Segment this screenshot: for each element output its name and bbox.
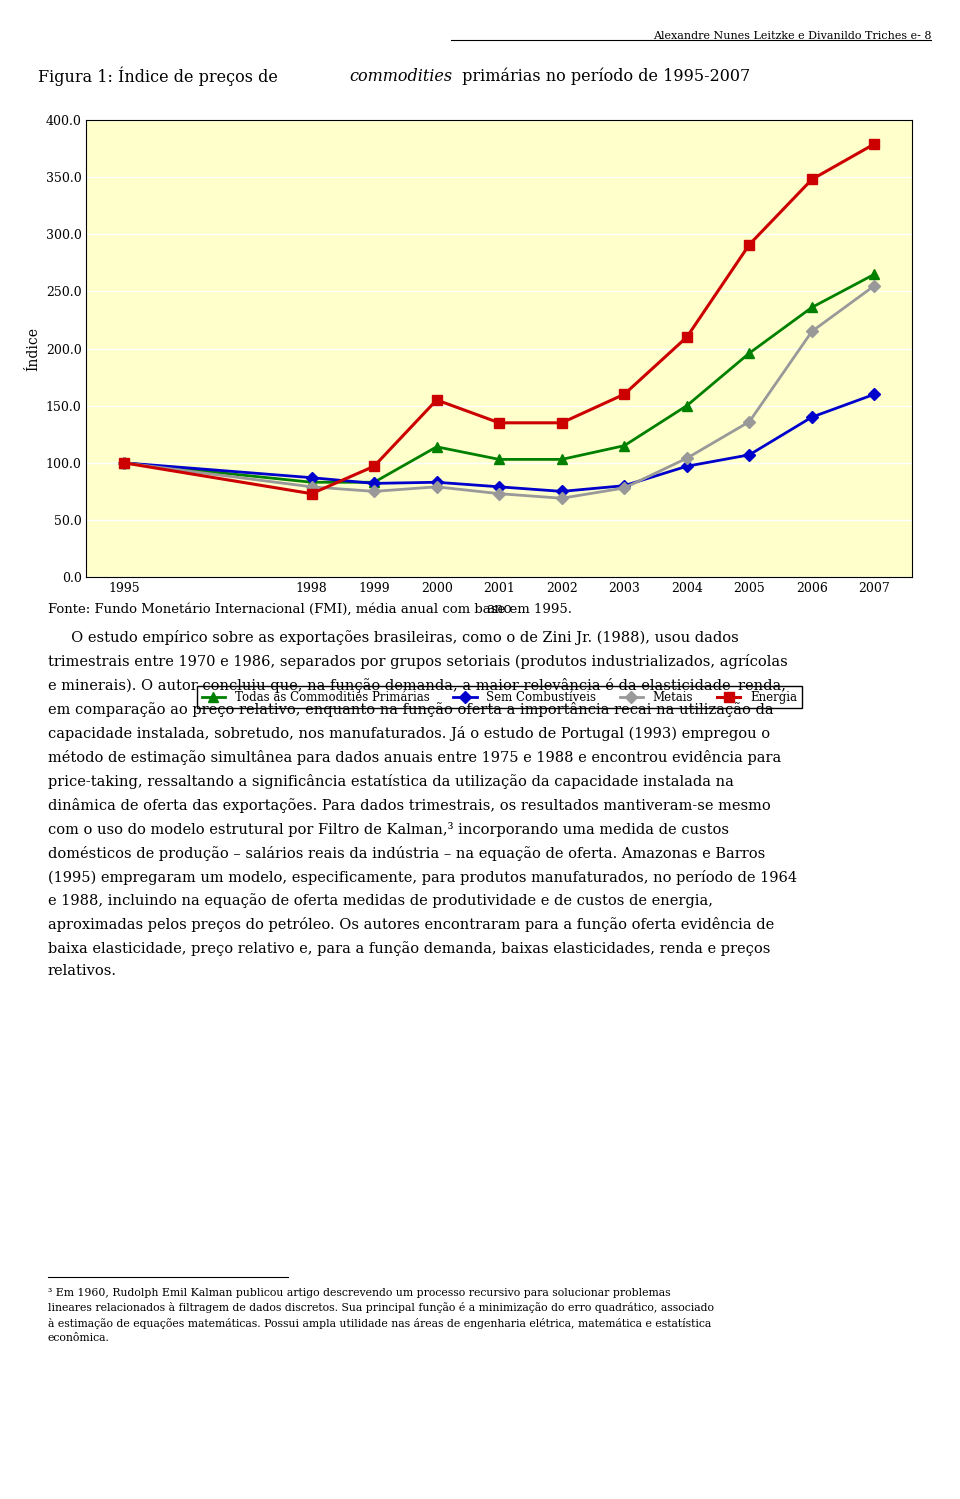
- Text: primárias no período de 1995-2007: primárias no período de 1995-2007: [457, 67, 751, 85]
- Todas as Commodities Primárias: [431, 438, 443, 456]
- Energia: [681, 328, 692, 346]
- Text: commodities: commodities: [349, 67, 452, 85]
- Text: O estudo empírico sobre as exportações brasileiras, como o de Zini Jr. (1988), u: O estudo empírico sobre as exportações b…: [48, 630, 797, 979]
- Energia: [431, 391, 443, 409]
- Metais: [618, 480, 630, 498]
- Sem Combustíveis: [431, 474, 443, 492]
- Energia: [118, 454, 130, 472]
- Metais: [556, 489, 567, 507]
- Sem Combustíveis: [556, 483, 567, 501]
- Metais: [431, 478, 443, 496]
- Sem Combustíveis: [369, 474, 380, 492]
- Metais: [681, 450, 692, 468]
- Text: Figura 1: Índice de preços de: Figura 1: Índice de preços de: [37, 66, 283, 87]
- Sem Combustíveis: [869, 385, 880, 403]
- Energia: [556, 414, 567, 432]
- Energia: [369, 457, 380, 475]
- Energia: [493, 414, 505, 432]
- Text: ³ Em 1960, Rudolph Emil Kalman publicou artigo descrevendo um processo recursivo: ³ Em 1960, Rudolph Emil Kalman publicou …: [48, 1288, 714, 1343]
- Sem Combustíveis: [806, 408, 818, 426]
- Todas as Commodities Primárias: [744, 345, 756, 363]
- Energia: [306, 484, 318, 502]
- Todas as Commodities Primárias: [681, 397, 692, 415]
- Metais: [493, 484, 505, 502]
- Text: Alexandre Nunes Leitzke e Divanildo Triches e- 8: Alexandre Nunes Leitzke e Divanildo Tric…: [653, 31, 931, 42]
- Sem Combustíveis: [493, 478, 505, 496]
- Metais: [306, 478, 318, 496]
- Sem Combustíveis: [681, 457, 692, 475]
- Sem Combustíveis: [744, 445, 756, 463]
- Sem Combustíveis: [618, 477, 630, 495]
- Todas as Commodities Primárias: [493, 450, 505, 468]
- Line: Sem Combustíveis: Sem Combustíveis: [120, 390, 878, 496]
- Text: Fonte: Fundo Monetário Internacional (FMI), média anual com base em 1995.: Fonte: Fundo Monetário Internacional (FM…: [48, 603, 572, 616]
- Todas as Commodities Primárias: [306, 474, 318, 492]
- Metais: [869, 277, 880, 295]
- Energia: [744, 235, 756, 253]
- Y-axis label: Índice: Índice: [26, 327, 40, 370]
- Line: Energia: Energia: [119, 139, 879, 499]
- Metais: [744, 412, 756, 430]
- Energia: [869, 135, 880, 153]
- Line: Todas as Commodities Primárias: Todas as Commodities Primárias: [119, 270, 879, 487]
- X-axis label: ano: ano: [487, 603, 512, 616]
- Todas as Commodities Primárias: [118, 454, 130, 472]
- Line: Metais: Metais: [120, 282, 878, 502]
- Metais: [369, 483, 380, 501]
- Todas as Commodities Primárias: [618, 436, 630, 454]
- Metais: [118, 454, 130, 472]
- Todas as Commodities Primárias: [806, 298, 818, 316]
- Todas as Commodities Primárias: [556, 450, 567, 468]
- Legend: Todas as Commodities Primárias, Sem Combustíveis, Metais, Energia: Todas as Commodities Primárias, Sem Comb…: [197, 687, 802, 709]
- Todas as Commodities Primárias: [369, 474, 380, 492]
- Metais: [806, 322, 818, 340]
- Sem Combustíveis: [118, 454, 130, 472]
- Energia: [806, 171, 818, 189]
- Todas as Commodities Primárias: [869, 265, 880, 283]
- Sem Combustíveis: [306, 469, 318, 487]
- Energia: [618, 385, 630, 403]
